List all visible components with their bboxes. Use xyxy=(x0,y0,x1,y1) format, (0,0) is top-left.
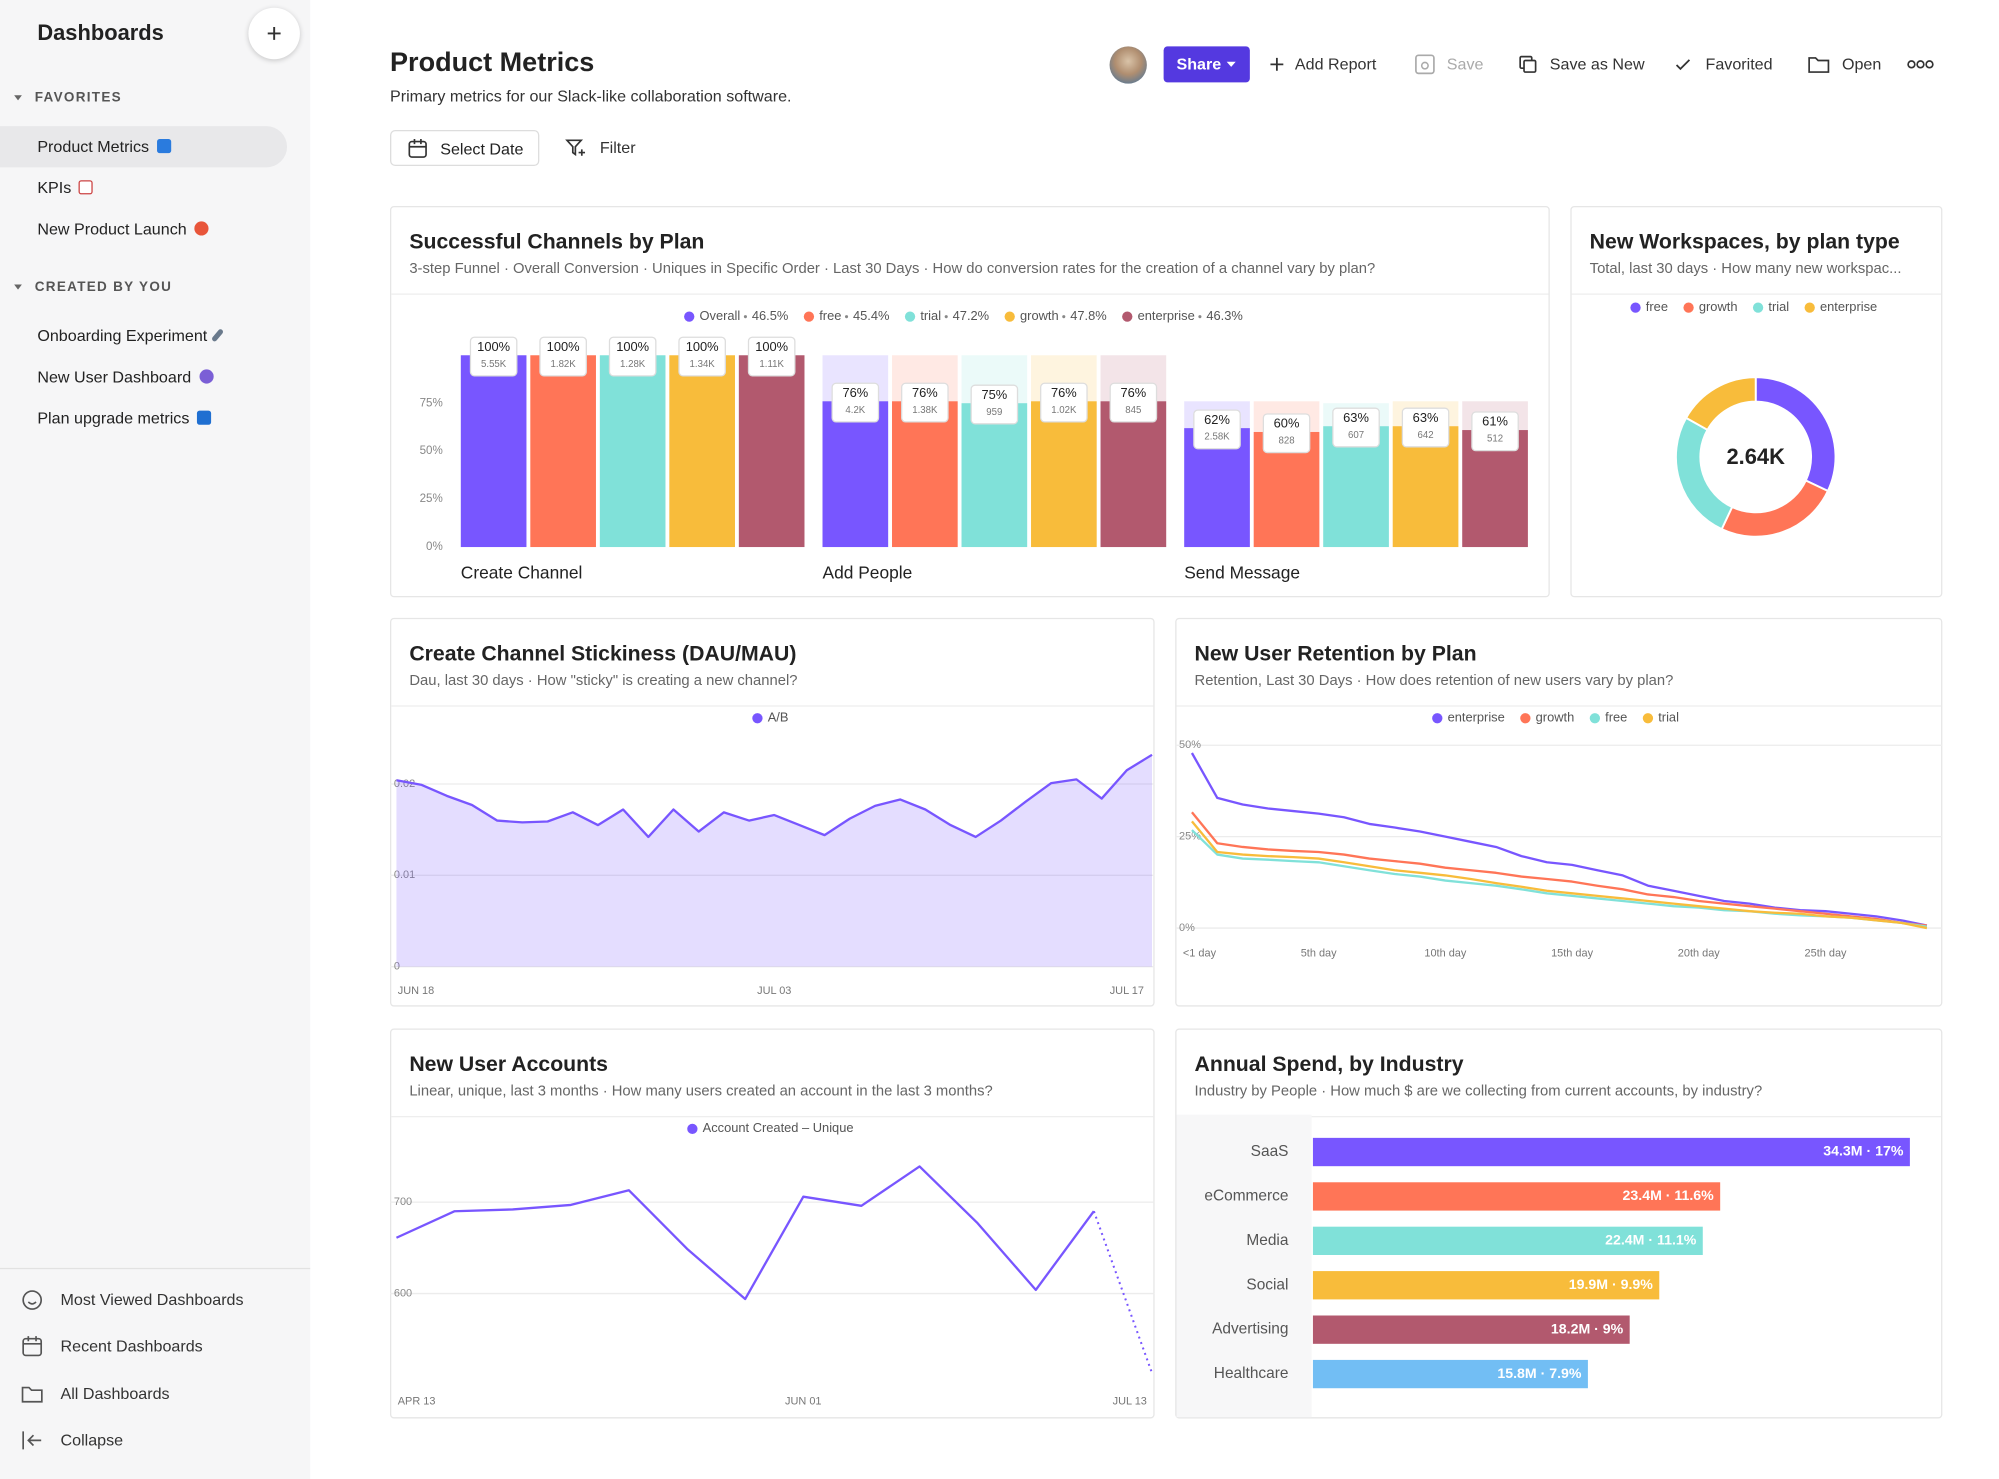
icon xyxy=(197,410,212,425)
calendar-icon xyxy=(408,139,427,158)
card-subtitle: Retention, Last 30 Days · How does reten… xyxy=(1194,673,1674,689)
card-divider xyxy=(391,1115,1154,1118)
plus-icon xyxy=(1270,57,1284,71)
share-label: Share xyxy=(1176,55,1222,74)
card-divider xyxy=(1571,293,1942,295)
report-card: New User Accounts Linear, unique, last 3 … xyxy=(390,1028,1155,1419)
caret xyxy=(14,95,22,101)
caret xyxy=(14,284,22,290)
footer-link[interactable]: Recent Dashboards xyxy=(60,1337,203,1356)
report-card: New User Retention by Plan Retention, Las… xyxy=(1175,617,1943,1007)
copy-icon xyxy=(1519,55,1537,73)
page-title: Product Metrics xyxy=(390,47,595,78)
sidebar-item[interactable]: Plan upgrade metrics xyxy=(37,409,212,428)
sidebar-item[interactable]: New Product Launch xyxy=(37,220,209,239)
footer-link[interactable]: Collapse xyxy=(60,1431,124,1450)
add-report-button[interactable]: Add Report xyxy=(1294,55,1377,74)
item-label: New User Dashboard xyxy=(37,368,192,387)
card-divider xyxy=(1176,705,1942,707)
footer-link[interactable]: All Dashboards xyxy=(60,1385,170,1404)
card-divider xyxy=(1176,1115,1942,1118)
page-subtitle: Primary metrics for our Slack-like colla… xyxy=(390,87,792,106)
icon xyxy=(156,139,171,154)
card-title: New User Retention by Plan xyxy=(1194,642,1477,666)
card-title: Create Channel Stickiness (DAU/MAU) xyxy=(409,642,797,666)
smile-icon xyxy=(22,1290,43,1310)
report-card: New Workspaces, by plan type Total, last … xyxy=(1570,205,1943,598)
add-dashboard-button[interactable] xyxy=(248,7,300,60)
sidebar-title: Dashboards xyxy=(37,20,164,46)
card-divider xyxy=(391,293,1549,295)
open-button[interactable]: Open xyxy=(1841,55,1882,74)
select-date-button[interactable]: Select Date xyxy=(390,130,540,167)
sidebar-item[interactable]: KPIs xyxy=(37,178,94,197)
card-subtitle: Total, last 30 days · How many new works… xyxy=(1589,261,1902,277)
card-title: New Workspaces, by plan type xyxy=(1589,230,1900,254)
caret xyxy=(1226,61,1236,67)
plus-icon xyxy=(267,27,281,40)
folder-icon xyxy=(1808,57,1830,73)
save-button[interactable]: Save xyxy=(1446,55,1484,74)
share-button[interactable]: Share xyxy=(1163,46,1250,83)
divider xyxy=(0,1267,311,1270)
filter-icon xyxy=(565,139,586,157)
folder-icon xyxy=(21,1386,43,1403)
card-title: Annual Spend, by Industry xyxy=(1194,1052,1464,1077)
check-icon xyxy=(1675,59,1691,71)
collapse-icon xyxy=(22,1431,42,1450)
sidebar-item[interactable]: Product Metrics xyxy=(37,138,171,156)
sidebar: Dashboards FAVORITES Product Metrics KPI… xyxy=(0,0,311,1479)
card-subtitle: Linear, unique, last 3 months · How many… xyxy=(409,1083,993,1100)
more-button[interactable] xyxy=(1906,58,1934,71)
item-label: Onboarding Experiment xyxy=(37,326,208,345)
calendar-icon xyxy=(22,1336,43,1357)
report-card: Annual Spend, by Industry Industry by Peo… xyxy=(1175,1028,1943,1419)
card-title: Successful Channels by Plan xyxy=(409,230,705,254)
save-as-new-button[interactable]: Save as New xyxy=(1549,55,1645,74)
item-label: KPIs xyxy=(37,178,72,197)
favorited-button[interactable]: Favorited xyxy=(1705,55,1773,74)
card-title: New User Accounts xyxy=(409,1052,609,1077)
report-card: Successful Channels by Plan 3-step Funnel… xyxy=(390,205,1550,598)
section-heading: CREATED BY YOU xyxy=(34,279,173,295)
avatar[interactable] xyxy=(1109,46,1147,84)
report-card: Create Channel Stickiness (DAU/MAU) Dau, … xyxy=(390,617,1155,1007)
save-icon xyxy=(1415,54,1435,75)
icon xyxy=(79,180,94,195)
card-subtitle: Dau, last 30 days · How "sticky" is crea… xyxy=(409,673,798,689)
footer-link[interactable]: Most Viewed Dashboards xyxy=(60,1291,244,1310)
sidebar-item[interactable]: New User Dashboard xyxy=(37,368,214,387)
select-date-label: Select Date xyxy=(440,140,524,159)
item-label: Product Metrics xyxy=(37,137,150,156)
item-label: New Product Launch xyxy=(37,220,187,239)
icon xyxy=(194,221,209,236)
icon xyxy=(198,369,214,384)
section-heading: FAVORITES xyxy=(34,90,122,106)
card-divider xyxy=(391,705,1154,707)
card-subtitle: Industry by People · How much $ are we c… xyxy=(1194,1083,1763,1100)
sidebar-item[interactable]: Onboarding Experiment xyxy=(37,326,225,345)
item-label: Plan upgrade metrics xyxy=(37,409,190,428)
card-subtitle: 3-step Funnel · Overall Conversion · Uni… xyxy=(409,261,1376,277)
filter-button[interactable]: Filter xyxy=(599,139,636,158)
icon xyxy=(211,328,225,343)
active-item-bg xyxy=(0,126,288,168)
